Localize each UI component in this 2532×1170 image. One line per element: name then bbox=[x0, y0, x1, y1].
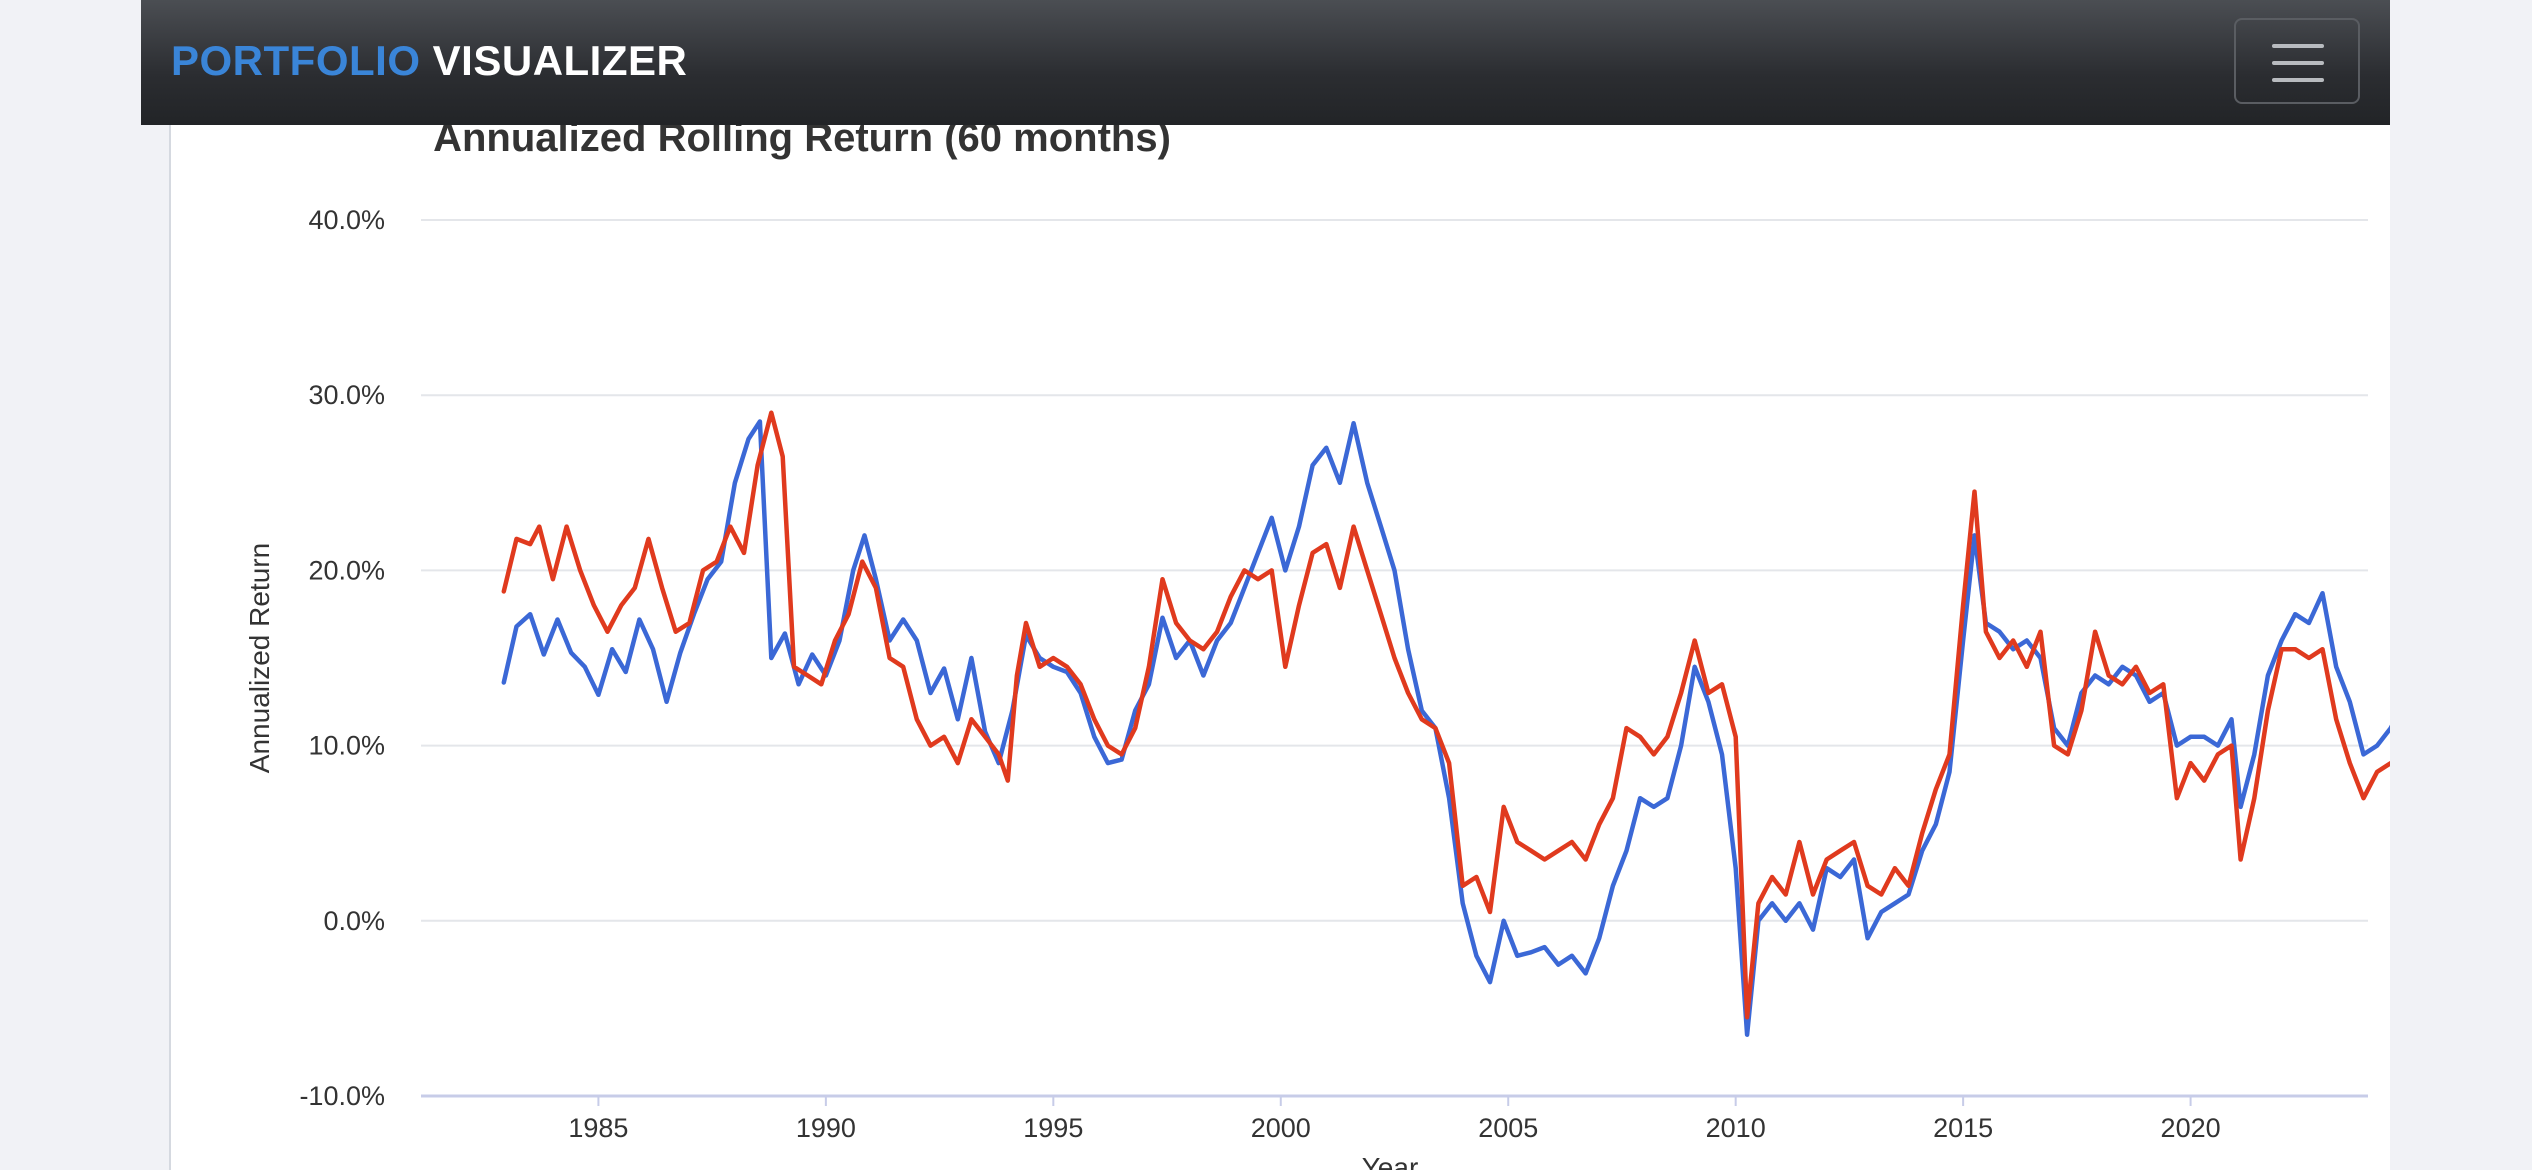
x-axis-label: Year bbox=[1362, 1152, 1419, 1170]
rolling-return-chart: Annualized Rolling Return (60 months) An… bbox=[244, 125, 2390, 1170]
series-line-2 bbox=[501, 410, 2390, 1020]
x-tick-label: 2015 bbox=[1933, 1113, 1993, 1143]
x-tick-label: 2005 bbox=[1478, 1113, 1538, 1143]
chart-panel: Annualized Rolling Return (60 months) An… bbox=[169, 125, 2390, 1170]
y-axis-ticks: 40.0% 30.0% 20.0% 10.0% 0.0% -10.0% bbox=[299, 205, 385, 1111]
x-tick-label: 2000 bbox=[1251, 1113, 1311, 1143]
menu-toggle-button[interactable] bbox=[2234, 18, 2360, 104]
y-tick-label: 20.0% bbox=[308, 555, 385, 585]
x-axis-ticks: 1985 1990 1995 2000 2005 2010 2015 2020 bbox=[568, 1096, 2221, 1143]
y-axis-label: Annualized Return bbox=[244, 543, 275, 773]
x-tick-label: 2020 bbox=[2161, 1113, 2221, 1143]
navbar: PORTFOLIO VISUALIZER bbox=[141, 0, 2390, 125]
y-tick-label: 0.0% bbox=[323, 906, 385, 936]
y-tick-label: 10.0% bbox=[308, 731, 385, 761]
brand-visualizer: VISUALIZER bbox=[432, 37, 688, 84]
brand-portfolio: PORTFOLIO bbox=[171, 37, 421, 84]
x-tick-label: 1990 bbox=[796, 1113, 856, 1143]
series-lines bbox=[501, 410, 2390, 1037]
y-tick-label: 40.0% bbox=[308, 205, 385, 235]
y-tick-label: 30.0% bbox=[308, 380, 385, 410]
brand-logo[interactable]: PORTFOLIO VISUALIZER bbox=[171, 37, 687, 85]
x-tick-label: 1995 bbox=[1023, 1113, 1083, 1143]
y-tick-label: -10.0% bbox=[299, 1081, 385, 1111]
chart-title: Annualized Rolling Return (60 months) bbox=[433, 125, 1171, 160]
x-tick-label: 2010 bbox=[1706, 1113, 1766, 1143]
x-tick-label: 1985 bbox=[568, 1113, 628, 1143]
grid bbox=[421, 219, 2368, 1098]
